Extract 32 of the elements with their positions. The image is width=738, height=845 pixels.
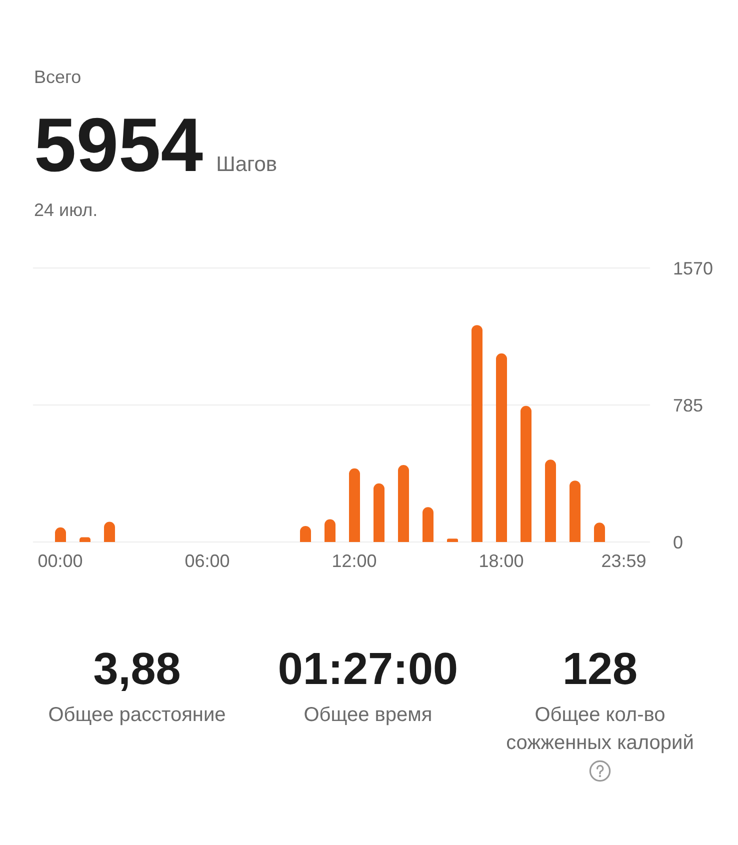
- bar: [570, 480, 580, 542]
- x-tick-label: 00:00: [38, 550, 83, 571]
- bar: [496, 353, 507, 542]
- text: Шагов: [216, 153, 278, 177]
- bar: [447, 538, 458, 542]
- text: 128: [562, 643, 638, 694]
- x-tick-label: 06:00: [184, 550, 230, 571]
- x-tick-label: 23:59: [601, 550, 646, 571]
- y-tick-label: 785: [673, 395, 704, 416]
- bar: [374, 483, 384, 542]
- chart-title: Всего: [34, 67, 82, 87]
- bar: [520, 406, 532, 542]
- x-tick-label: 12:00: [332, 550, 377, 571]
- bar: [545, 460, 556, 542]
- y-tick-label: 1570: [673, 258, 714, 278]
- chart-subtitle: 24 июл.: [34, 200, 98, 220]
- bar: [594, 522, 605, 542]
- bar: [104, 522, 115, 542]
- text: 01:27:00: [278, 643, 458, 694]
- text: Общее время: [304, 704, 432, 726]
- text: 5954: [34, 103, 204, 188]
- x-tick-label: 18:00: [478, 550, 524, 571]
- bar: [422, 507, 434, 542]
- y-tick-label: 0: [673, 532, 684, 552]
- text: 3,88: [93, 643, 181, 694]
- bar: [398, 465, 409, 542]
- text: Общее расстояние: [48, 704, 226, 726]
- bar: [472, 325, 482, 542]
- bar: [324, 519, 336, 542]
- text: Общее кол-во сожженных калорий: [506, 704, 694, 754]
- bar: [349, 468, 360, 542]
- bar: [80, 537, 90, 542]
